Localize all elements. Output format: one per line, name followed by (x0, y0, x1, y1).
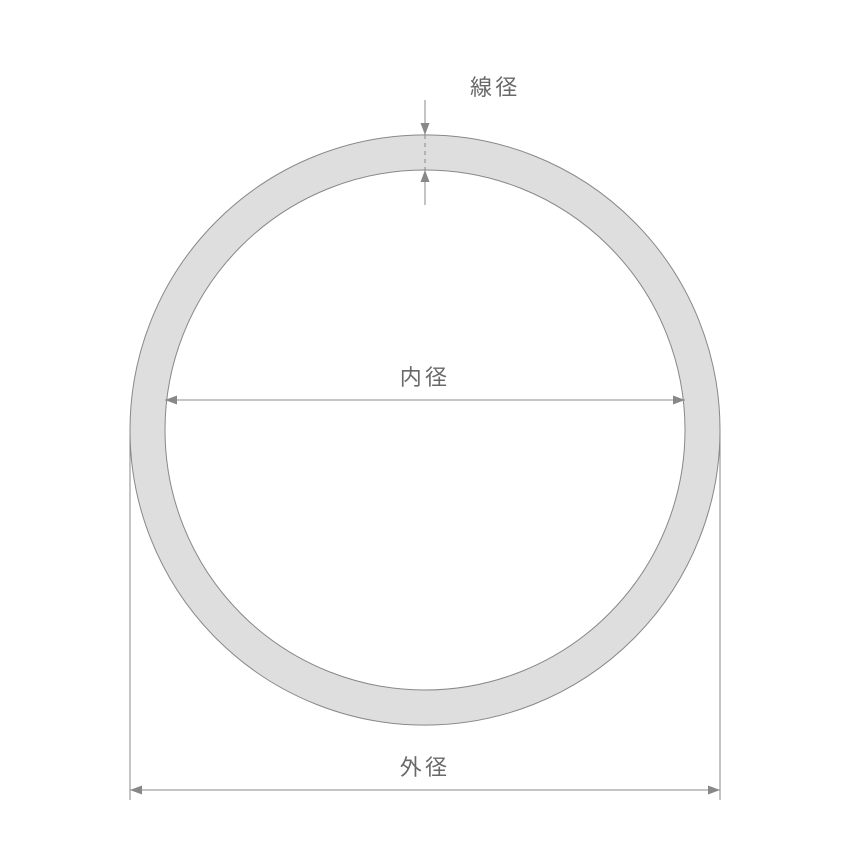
ring-diagram: 線径 内径 外径 (0, 0, 850, 850)
ring-shape (130, 135, 720, 725)
inner-diameter-label: 内径 (400, 360, 451, 392)
inner-diameter-dimension: 内径 (165, 360, 685, 405)
wire-diameter-label: 線径 (470, 70, 521, 102)
outer-diameter-label: 外径 (400, 750, 451, 782)
